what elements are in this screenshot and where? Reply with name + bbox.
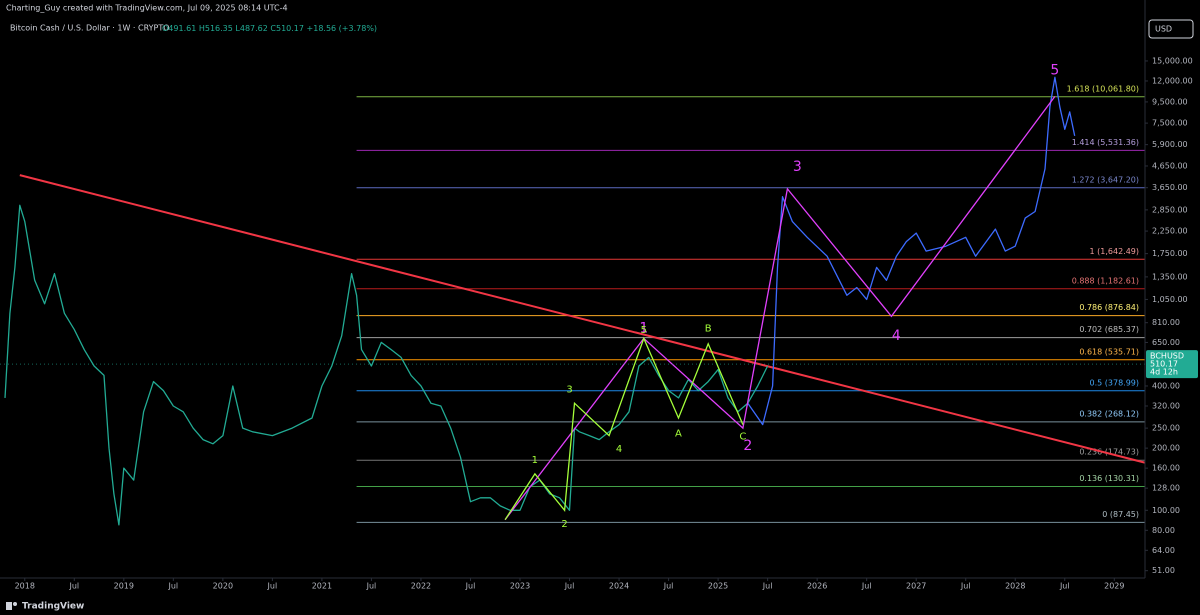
y-tick-label: 200.00 [1152, 444, 1180, 453]
y-tick-label: 15,000.00 [1152, 56, 1193, 65]
brand-logo: TradingView [6, 602, 84, 612]
x-tick-label: 2025 [708, 582, 728, 591]
wave-line [504, 96, 1056, 521]
price-line [747, 76, 1076, 426]
wave-label: 2 [743, 438, 752, 454]
wave-label: 1 [532, 455, 538, 466]
fib-label: 0.382 (268.12) [1079, 409, 1139, 418]
fib-label: 0.786 (876.84) [1079, 303, 1139, 312]
x-tick-label: 2028 [1005, 582, 1025, 591]
x-tick-label: Jul [168, 582, 179, 591]
price-line [4, 204, 769, 526]
x-tick-label: 2027 [906, 582, 926, 591]
credit: Charting_Guy created with TradingView.co… [6, 4, 288, 13]
y-tick-label: 51.00 [1152, 566, 1175, 575]
x-tick-label: Jul [1059, 582, 1070, 591]
wave-label: 1 [639, 320, 648, 336]
x-tick-label: 2021 [312, 582, 332, 591]
fib-label: 0.888 (1,182.61) [1072, 276, 1139, 285]
y-tick-label: 9,500.00 [1152, 97, 1188, 106]
y-tick-label: 1,750.00 [1152, 249, 1188, 258]
y-tick-label: 1,050.00 [1152, 295, 1188, 304]
y-tick-label: 64.00 [1152, 546, 1175, 555]
y-tick-label: 2,250.00 [1152, 227, 1188, 236]
fib-label: 0.236 (174.73) [1079, 448, 1139, 457]
plot-area: 1.618 (10,061.80) 1.414 (5,531.36) 1.272 (… [0, 62, 1146, 530]
y-tick-label: 128.00 [1152, 484, 1180, 493]
y-tick-label: 250.00 [1152, 424, 1180, 433]
fib-label: 0 (87.45) [1102, 510, 1139, 519]
x-tick-label: Jul [366, 582, 377, 591]
symbol: Bitcoin Cash / U.S. Dollar · 1W · CRYPTO [10, 24, 170, 33]
fib-label: 1.272 (3,647.20) [1072, 175, 1139, 184]
close: C510.17 [270, 24, 304, 33]
fib-label: 0.5 (378.99) [1090, 378, 1140, 387]
currency[interactable]: USD [1155, 25, 1172, 34]
wave-label: C [739, 431, 746, 442]
y-tick-label: 1,350.00 [1152, 272, 1188, 281]
price-tag-value: 510.17 [1150, 360, 1178, 369]
x-tick-label: Jul [267, 582, 278, 591]
wave-label: 4 [892, 328, 901, 344]
x-tick-label: 2026 [807, 582, 827, 591]
y-tick-label: 2,850.00 [1152, 205, 1188, 214]
y-tick-label: 5,900.00 [1152, 140, 1188, 149]
x-tick-label: 2024 [609, 582, 629, 591]
y-tick-label: 12,000.00 [1152, 76, 1193, 85]
x-tick-label: 2023 [510, 582, 530, 591]
fib-label: 1 (1,642.49) [1090, 247, 1140, 256]
x-tick-label: Jul [762, 582, 773, 591]
x-tick-label: 2022 [411, 582, 431, 591]
y-tick-label: 400.00 [1152, 381, 1180, 390]
brand: TradingView [22, 602, 84, 612]
y-tick-label: 7,500.00 [1152, 119, 1188, 128]
price-tag-countdown: 4d 12h [1150, 368, 1178, 377]
y-tick-label: 650.00 [1152, 338, 1180, 347]
x-tick-label: 2020 [213, 582, 233, 591]
x-tick-label: Jul [465, 582, 476, 591]
fib-label: 0.618 (535.71) [1079, 347, 1139, 356]
wave-label: A [675, 429, 682, 440]
wave-label: 5 [641, 325, 647, 336]
x-tick-label: Jul [960, 582, 971, 591]
low: L487.62 [235, 24, 267, 33]
fib-label: 1.414 (5,531.36) [1072, 138, 1139, 147]
change: +18.56 (+3.78%) [307, 24, 378, 33]
x-tick-label: 2019 [114, 582, 134, 591]
x-tick-label: Jul [861, 582, 872, 591]
y-tick-label: 100.00 [1152, 506, 1180, 515]
x-tick-label: Jul [564, 582, 575, 591]
fib-label: 1.618 (10,061.80) [1067, 84, 1139, 93]
x-tick-label: 2029 [1104, 582, 1124, 591]
high: H516.35 [199, 24, 233, 33]
fib-label: 0.136 (130.31) [1079, 474, 1139, 483]
trend-line [19, 174, 1146, 464]
wave-label: 2 [561, 519, 567, 530]
wave-label: B [705, 323, 712, 334]
wave-line [504, 336, 744, 521]
x-tick-label: Jul [68, 582, 79, 591]
wave-label: 4 [616, 444, 622, 455]
wave-label: 3 [566, 384, 572, 395]
price-tag [1146, 350, 1198, 379]
price-tag-symbol: BCHUSD [1150, 352, 1184, 361]
fib-label: 0.702 (685.37) [1079, 325, 1139, 334]
x-tick-label: Jul [663, 582, 674, 591]
y-tick-label: 160.00 [1152, 464, 1180, 473]
open: O491.61 [162, 24, 196, 33]
wave-label: 5 [1050, 62, 1059, 78]
y-tick-label: 4,650.00 [1152, 161, 1188, 170]
y-tick-label: 80.00 [1152, 526, 1175, 535]
wave-label: 3 [793, 159, 802, 175]
x-tick-label: 2018 [15, 582, 35, 591]
currency-box[interactable] [1148, 19, 1194, 39]
y-tick-label: 810.00 [1152, 318, 1180, 327]
y-tick-label: 3,650.00 [1152, 183, 1188, 192]
ohlc: O491.61 H516.35 L487.62 C510.17 +18.56 (… [162, 24, 377, 33]
y-tick-label: 320.00 [1152, 401, 1180, 410]
